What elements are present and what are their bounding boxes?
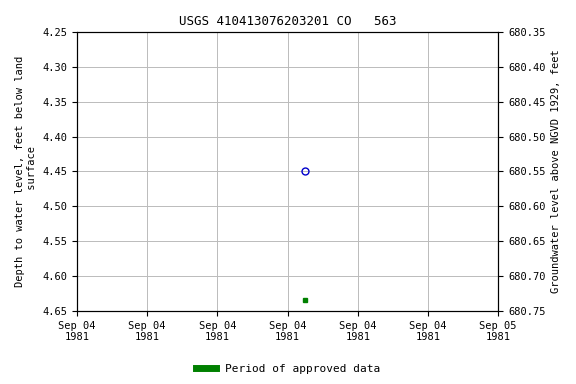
- Legend: Period of approved data: Period of approved data: [191, 359, 385, 379]
- Y-axis label: Groundwater level above NGVD 1929, feet: Groundwater level above NGVD 1929, feet: [551, 50, 561, 293]
- Title: USGS 410413076203201 CO   563: USGS 410413076203201 CO 563: [179, 15, 396, 28]
- Y-axis label: Depth to water level, feet below land
 surface: Depth to water level, feet below land su…: [15, 56, 37, 287]
